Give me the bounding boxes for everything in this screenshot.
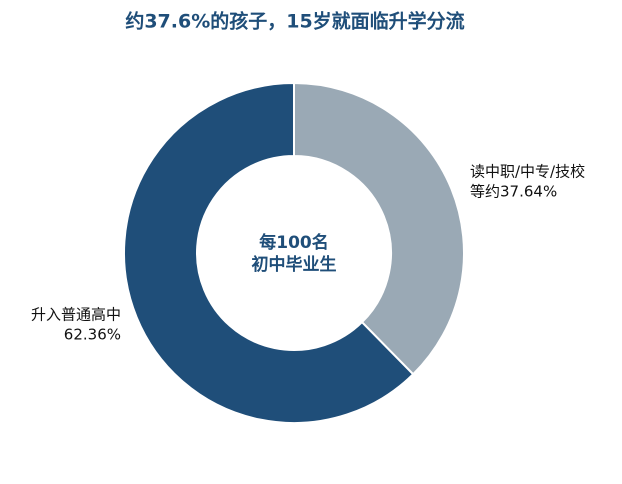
value-label: 等约37.64% bbox=[470, 183, 557, 201]
center-text: 每100名 bbox=[259, 232, 329, 253]
donut-slice bbox=[123, 81, 415, 424]
slice-label: 升入普通高中 bbox=[31, 306, 121, 324]
donut bbox=[123, 81, 465, 424]
slice-label: 读中职/中专/技校 bbox=[470, 163, 585, 181]
donut-slice bbox=[293, 81, 465, 376]
chart-title: 约37.6%的孩子，15岁就面临升学分流 bbox=[125, 10, 464, 33]
center-text: 初中毕业生 bbox=[252, 254, 337, 275]
value-label: 62.36% bbox=[64, 326, 121, 344]
